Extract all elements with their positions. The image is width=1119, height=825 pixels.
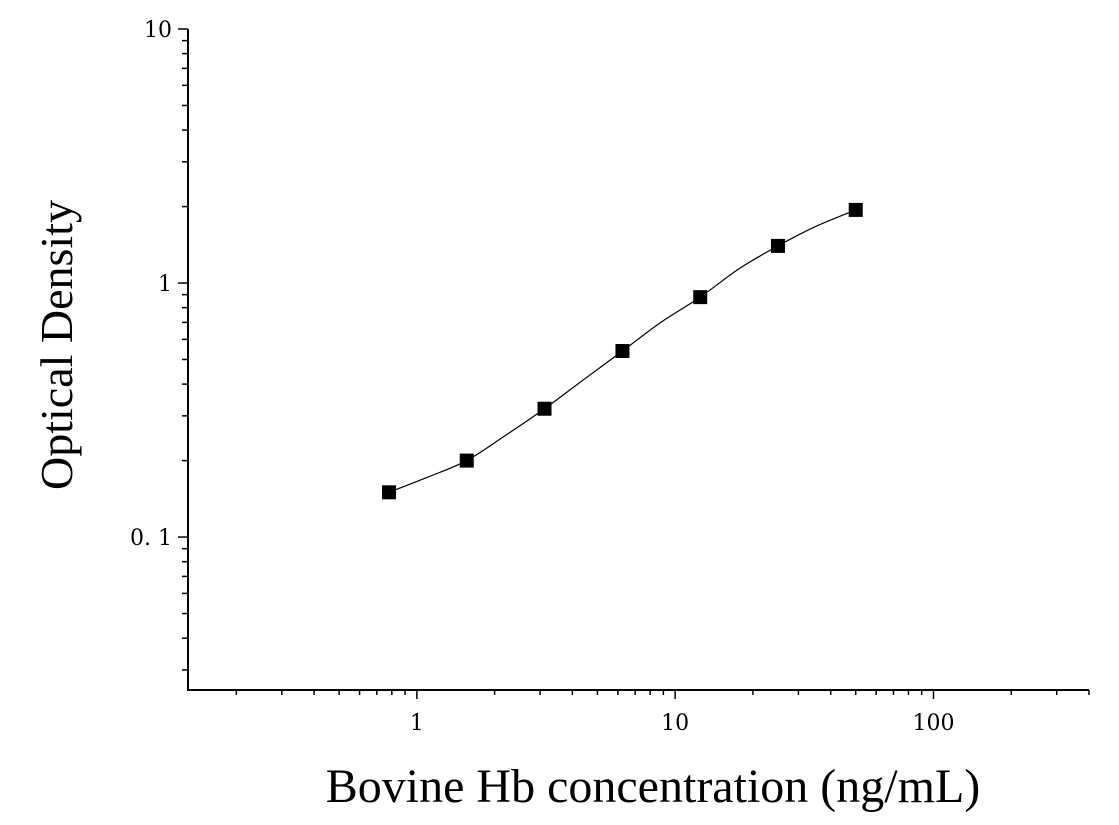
data-points — [382, 202, 863, 500]
x-tick-label: 10 — [661, 711, 689, 736]
data-point — [459, 453, 474, 468]
data-point — [693, 290, 708, 305]
data-point — [537, 401, 552, 416]
data-point — [770, 238, 785, 253]
axis-ticks — [178, 28, 1090, 699]
x-axis-title: Bovine Hb concentration (ng/mL) — [326, 760, 981, 813]
data-point — [848, 202, 863, 217]
y-axis-title: Optical Density — [31, 200, 82, 490]
y-tick-label: 1 — [158, 272, 172, 297]
tick-labels: 1 10 100 0. 1 1 10 — [130, 18, 954, 736]
x-tick-label: 100 — [912, 711, 954, 736]
y-tick-label: 0. 1 — [130, 526, 172, 551]
y-tick-label: 10 — [144, 18, 172, 43]
x-tick-label: 1 — [410, 711, 424, 736]
axes — [187, 29, 1089, 691]
data-point — [382, 485, 397, 500]
data-point — [615, 344, 630, 359]
